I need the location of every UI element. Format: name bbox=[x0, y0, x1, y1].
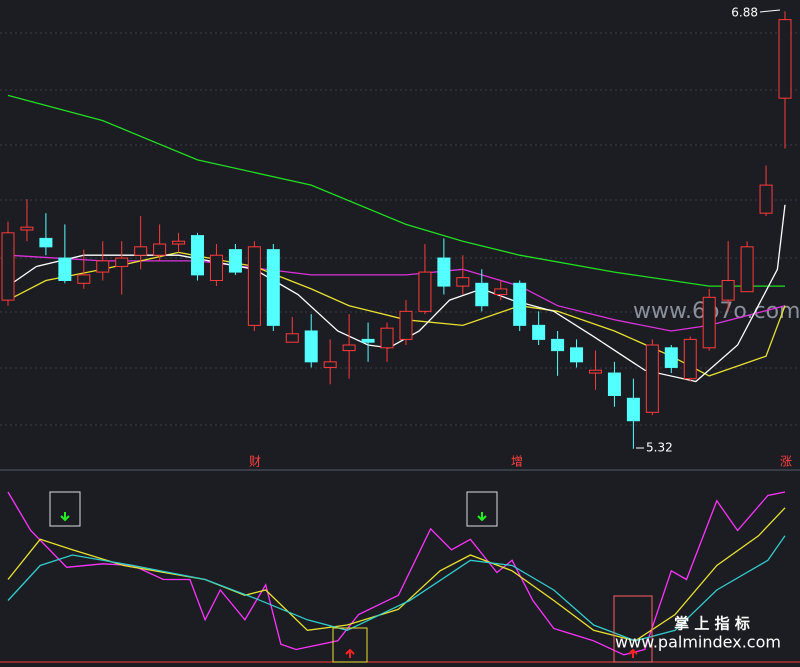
watermark: www.palmindex.com bbox=[615, 633, 781, 652]
event-label: 涨 bbox=[780, 454, 792, 469]
low-annotation: 5.32 bbox=[646, 441, 673, 455]
line bbox=[7, 254, 786, 332]
candle-body bbox=[532, 324, 546, 340]
high-annotation: 6.88 bbox=[731, 6, 758, 20]
candle-body bbox=[191, 235, 205, 276]
signal-box bbox=[332, 627, 368, 663]
candle-body bbox=[285, 333, 299, 343]
candle-body bbox=[494, 288, 508, 296]
candle-body bbox=[418, 271, 432, 312]
candle-body bbox=[380, 327, 394, 349]
candle-body bbox=[115, 257, 129, 267]
candle-body bbox=[266, 249, 280, 326]
candle-body bbox=[96, 260, 110, 273]
line bbox=[7, 507, 786, 642]
candle-body bbox=[683, 338, 697, 380]
candle-body bbox=[228, 249, 242, 273]
buy-arrow bbox=[628, 648, 638, 658]
price-panel bbox=[1, 11, 792, 449]
candle-body bbox=[740, 246, 754, 293]
candle-body bbox=[759, 184, 773, 214]
candle-body bbox=[58, 257, 72, 281]
candle-body bbox=[209, 254, 223, 281]
candle-body bbox=[247, 246, 261, 326]
candle-body bbox=[323, 361, 337, 368]
candle-body bbox=[172, 240, 186, 245]
candle-body bbox=[607, 372, 621, 396]
candle-body bbox=[664, 347, 678, 368]
candle-body bbox=[361, 338, 375, 343]
sell-arrow bbox=[60, 512, 70, 522]
candle-body bbox=[475, 282, 489, 307]
candle-body bbox=[437, 257, 451, 287]
candle-body bbox=[39, 237, 53, 248]
watermark: 掌 上 指 标 bbox=[674, 615, 750, 633]
candle-body bbox=[721, 279, 735, 301]
line bbox=[7, 491, 786, 656]
candle-body bbox=[588, 369, 602, 374]
candle-body bbox=[77, 274, 91, 284]
signal-box bbox=[613, 595, 653, 663]
annotation-arrow bbox=[759, 9, 781, 13]
candle-body bbox=[399, 310, 413, 340]
candle-body bbox=[570, 347, 584, 363]
candle-body bbox=[645, 344, 659, 413]
candle-body bbox=[1, 232, 15, 301]
signal-box bbox=[466, 491, 498, 527]
candle-body bbox=[134, 246, 148, 256]
signals bbox=[49, 491, 653, 663]
candle-body bbox=[153, 243, 167, 256]
candle-body bbox=[626, 397, 640, 422]
candle-body bbox=[20, 226, 34, 231]
sell-arrow bbox=[477, 512, 487, 522]
line bbox=[7, 94, 785, 287]
candle-body bbox=[342, 344, 356, 352]
candle-body bbox=[513, 282, 527, 326]
watermark: www.6o7o.com bbox=[633, 299, 800, 324]
event-label: 财 bbox=[249, 455, 261, 469]
line bbox=[7, 535, 786, 642]
buy-arrow bbox=[345, 648, 355, 658]
indicator-panel bbox=[7, 491, 786, 656]
candle-body bbox=[551, 338, 565, 352]
candle-body bbox=[456, 277, 470, 287]
signal-box bbox=[49, 491, 81, 527]
candle-body bbox=[702, 296, 716, 349]
candle-body bbox=[778, 19, 792, 99]
event-label: 增 bbox=[511, 455, 523, 469]
candle-body bbox=[304, 330, 318, 363]
